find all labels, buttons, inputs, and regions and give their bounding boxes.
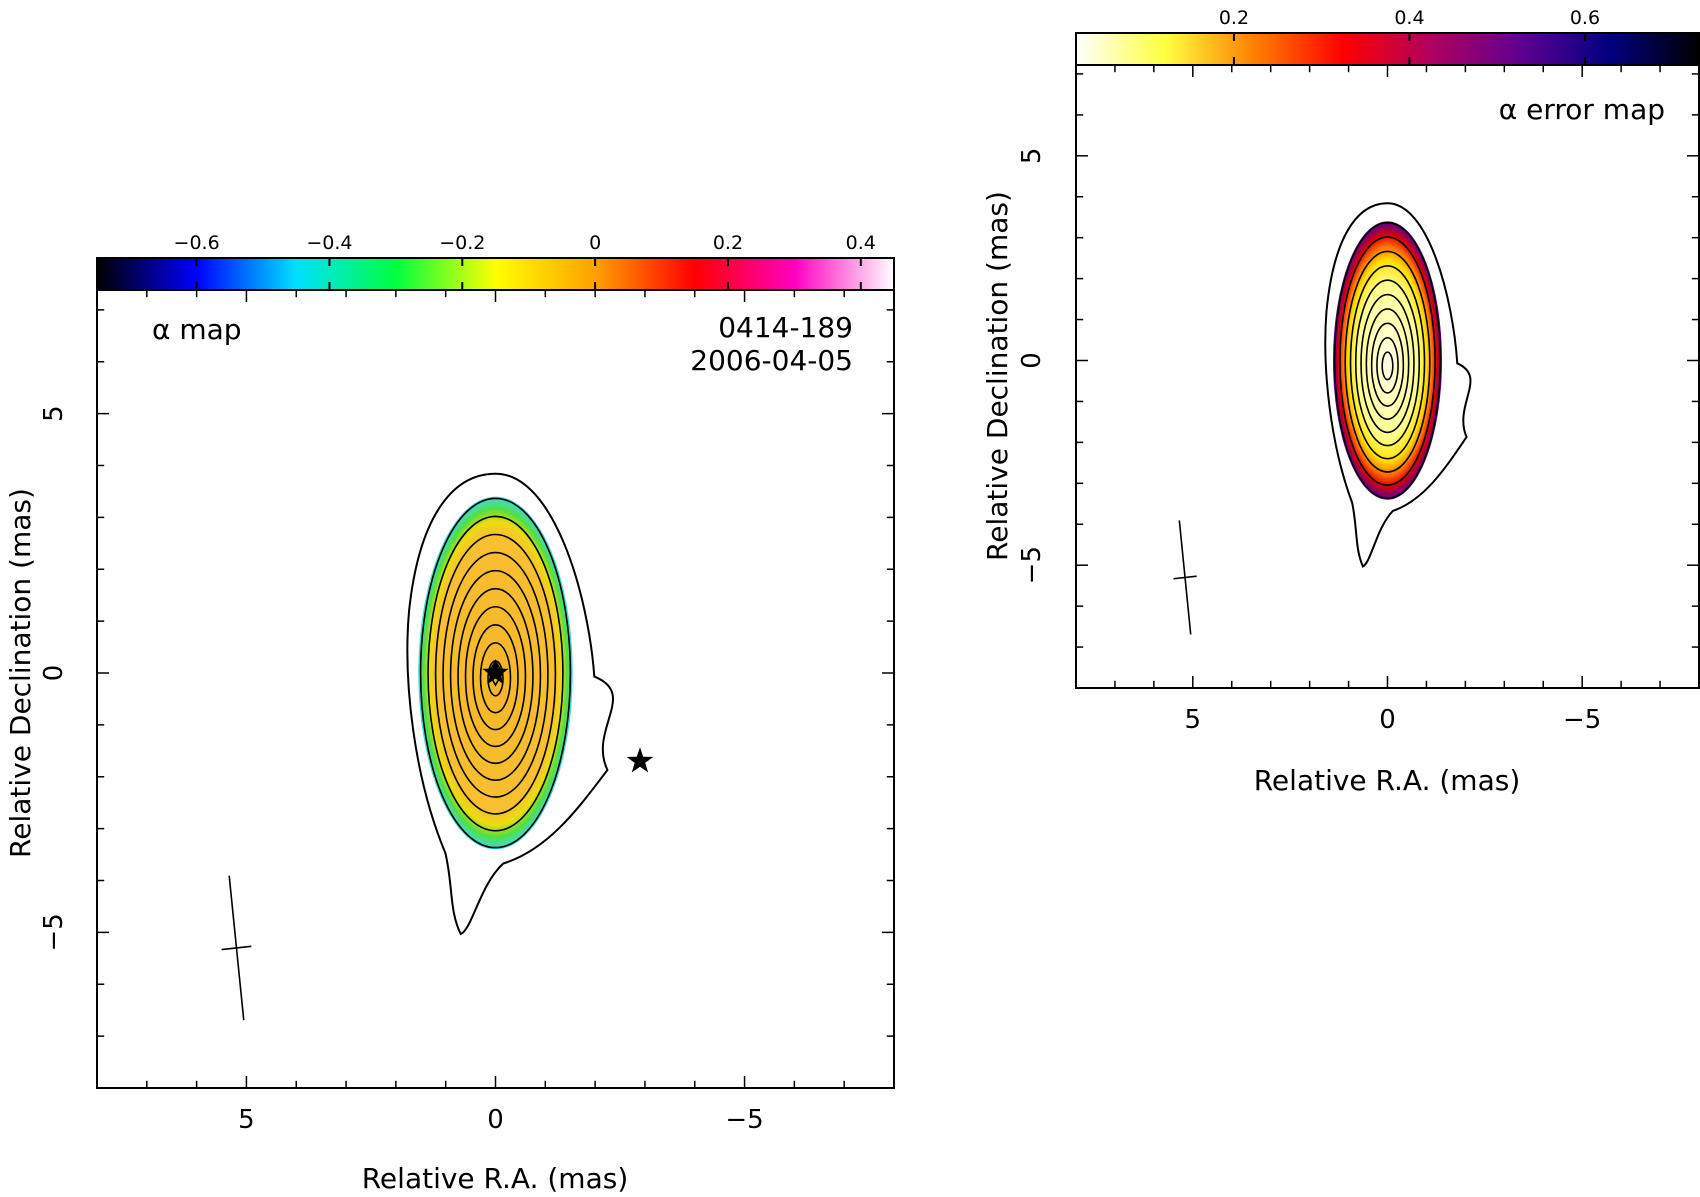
error-map-emission — [1332, 221, 1443, 500]
contour-line — [449, 569, 542, 781]
error-colorbar-ticks: 0.2 0.4 0.6 — [1219, 7, 1600, 65]
colorbar-tick-label: 0.2 — [713, 232, 743, 254]
contour-line — [1365, 308, 1410, 421]
contour-line — [1381, 351, 1394, 381]
alpha-colorbar-ticks: −0.6 −0.4 −0.2 0 0.2 0.4 — [174, 232, 876, 290]
colorbar-tick-label: 0.2 — [1219, 7, 1249, 29]
colorbar-tick-label: 0.6 — [1570, 7, 1600, 29]
y-tick-label: 5 — [39, 405, 69, 422]
contour-line — [1376, 336, 1399, 394]
contour-line — [1360, 293, 1415, 434]
alpha-map-panel: −0.6 −0.4 −0.2 0 0.2 0.4 5 0 −5 5 0 −5 α map 0414-… — [4, 232, 895, 1195]
error-map-plot-area — [1324, 202, 1472, 568]
colorbar-tick-label: −0.2 — [439, 232, 485, 254]
contour-line — [1354, 279, 1421, 447]
y-tick-label: 0 — [39, 665, 69, 682]
alpha-map-beam — [221, 875, 252, 1021]
x-tick-label: −5 — [1563, 705, 1601, 735]
alpha-map-panel-label: α map — [152, 313, 242, 346]
alpha-map-ylabel: Relative Declination (mas) — [4, 488, 37, 858]
error-map-ylabel: Relative Declination (mas) — [981, 191, 1014, 561]
y-tick-label: 5 — [1017, 148, 1047, 165]
colorbar-tick-label: −0.4 — [306, 232, 352, 254]
y-tick-label: −5 — [1017, 546, 1047, 584]
alpha-map-plot-area — [406, 472, 614, 936]
contour-line — [442, 551, 549, 798]
x-tick-label: 0 — [1379, 705, 1396, 735]
beam-minor-axis — [1173, 575, 1197, 580]
x-tick-label: −5 — [725, 1105, 763, 1135]
contour-line — [1344, 250, 1431, 473]
error-map-axis-ticks: 5 0 −5 5 0 −5 — [1017, 65, 1700, 735]
x-tick-label: 5 — [1185, 705, 1202, 735]
error-map-outer-contour — [1324, 202, 1472, 568]
contour-line — [1349, 265, 1426, 460]
epoch-label: 2006-04-05 — [690, 344, 853, 377]
component-star-marker — [482, 659, 509, 685]
contour-line — [434, 533, 557, 815]
error-map-colorbar — [1075, 32, 1700, 66]
colorbar-tick-label: 0.4 — [846, 232, 876, 254]
component-star-marker — [626, 747, 654, 773]
error-map-xlabel: Relative R.A. (mas) — [1254, 764, 1521, 797]
error-map-panel-label: α error map — [1499, 93, 1665, 126]
contour-line — [1333, 221, 1442, 500]
error-map-contours — [1333, 221, 1442, 500]
beam-minor-axis — [221, 945, 252, 951]
alpha-map-xlabel: Relative R.A. (mas) — [362, 1162, 629, 1195]
alpha-map-colorbar — [96, 257, 895, 291]
alpha-map-outer-contour — [406, 472, 614, 936]
contour-line — [479, 642, 512, 714]
alpha-map-contours — [419, 497, 572, 849]
contour-line — [427, 515, 564, 832]
y-tick-label: 0 — [1017, 352, 1047, 369]
contour-line — [472, 624, 519, 731]
contour-line — [419, 497, 572, 849]
alpha-map-axis-ticks: 5 0 −5 5 0 −5 — [39, 290, 895, 1135]
colorbar-tick-label: 0 — [589, 232, 601, 254]
x-tick-label: 0 — [487, 1105, 504, 1135]
contour-line — [464, 605, 527, 748]
contour-line — [457, 587, 534, 765]
y-tick-label: −5 — [39, 913, 69, 951]
error-map-panel: 0.2 0.4 0.6 5 0 −5 5 0 −5 α error map Relative … — [981, 7, 1700, 797]
colorbar-tick-label: 0.4 — [1394, 7, 1424, 29]
error-map-beam — [1173, 520, 1197, 635]
contour-line — [1370, 322, 1405, 407]
alpha-map-markers — [482, 659, 654, 773]
colorbar-tick-label: −0.6 — [174, 232, 220, 254]
source-name: 0414-189 — [718, 311, 853, 344]
contour-line — [1339, 236, 1436, 486]
x-tick-label: 5 — [238, 1105, 255, 1135]
